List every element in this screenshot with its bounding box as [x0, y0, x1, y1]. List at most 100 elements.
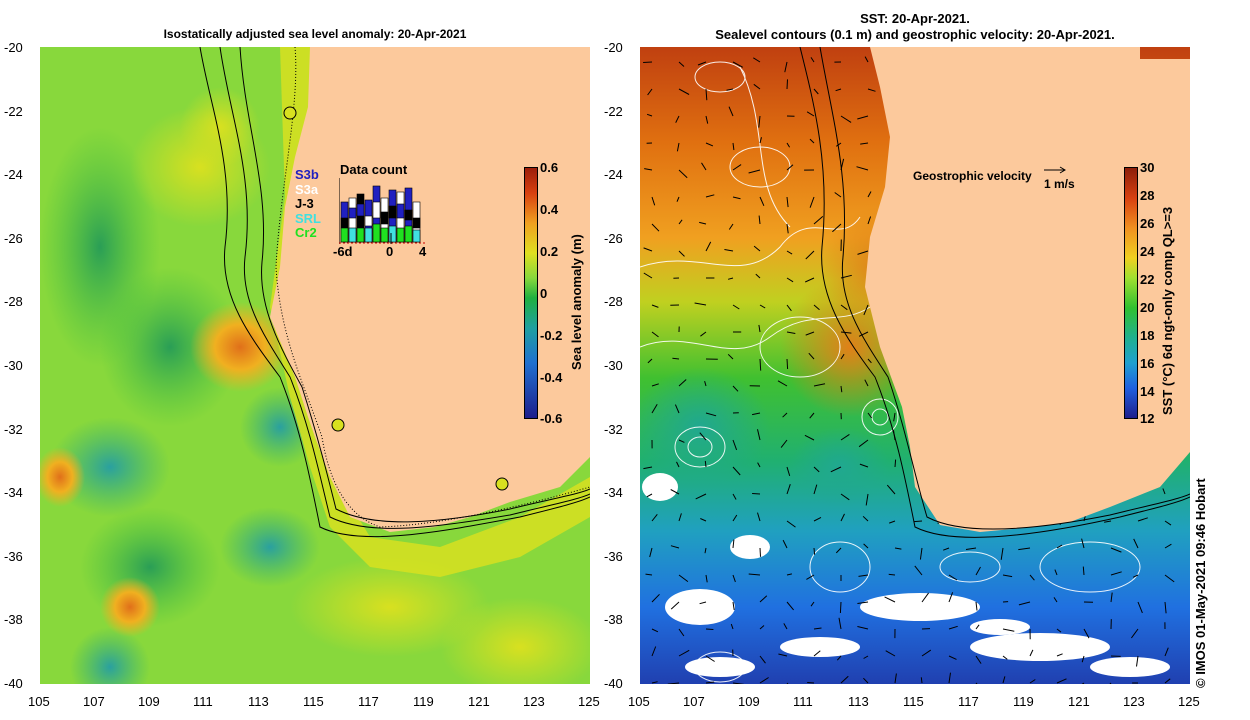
velocity-arrow [705, 412, 717, 417]
velocity-arrow [948, 592, 954, 603]
velocity-arrow [699, 221, 707, 225]
velocity-arrow [1110, 571, 1122, 576]
data-count-bars [339, 178, 427, 244]
right-y-tick-4: -28 [604, 294, 623, 309]
velocity-arrow [786, 277, 794, 283]
velocity-arrow [782, 539, 788, 549]
right-x-tick-4: 113 [848, 694, 869, 709]
left-x-tick-1: 107 [83, 694, 105, 709]
velocity-arrow [732, 439, 738, 451]
velocity-arrow [858, 574, 869, 577]
velocity-arrow [676, 461, 680, 468]
velocity-arrow [780, 439, 788, 448]
velocity-arrow [727, 277, 734, 280]
velocity-arrow [700, 518, 707, 522]
velocity-arrow [810, 57, 815, 63]
velocity-arrow [784, 61, 788, 73]
velocity-arrow [1110, 547, 1122, 553]
velocity-arrow [838, 617, 842, 630]
velocity-arrow [885, 650, 896, 657]
velocity-arrow [783, 623, 788, 630]
velocity-arrow [646, 493, 653, 498]
velocity-arrow [667, 682, 680, 684]
velocity-arrow [732, 601, 735, 610]
velocity-arrow [888, 573, 896, 576]
satellite-srl: SRL [295, 210, 321, 226]
velocity-arrow [678, 628, 685, 637]
velocity-arrow [672, 357, 680, 360]
velocity-arrow [856, 166, 869, 171]
sst-field [640, 47, 1190, 684]
velocity-arrow [864, 56, 869, 63]
left-x-tick-0: 105 [28, 694, 50, 709]
velocity-arrow [840, 353, 845, 360]
velocity-arrow [840, 675, 849, 684]
velocity-arrow [948, 625, 958, 630]
sst-tick-5: 20 [1140, 300, 1155, 315]
velocity-arrow [732, 164, 742, 171]
velocity-arrow [759, 358, 762, 371]
right-y-tick-7: -34 [604, 485, 623, 500]
left-x-tick-8: 121 [468, 694, 490, 709]
velocity-scale-arrow [1044, 166, 1066, 174]
velocity-arrow [701, 162, 707, 171]
velocity-arrow [943, 547, 950, 551]
velocity-arrow [1054, 569, 1058, 576]
sla-tick-6: -0.6 [540, 411, 563, 426]
velocity-arrow [643, 247, 653, 252]
velocity-arrow [813, 650, 821, 657]
velocity-arrow [786, 573, 793, 576]
sla-colorbar-label: Sea level anomaly (m) [569, 234, 584, 370]
sla-tick-3: 0 [540, 286, 548, 301]
right-y-tick-1: -22 [604, 104, 623, 119]
velocity-arrow [836, 655, 842, 661]
velocity-arrow [857, 626, 869, 630]
velocity-arrow [651, 304, 659, 308]
velocity-arrow [786, 250, 793, 255]
velocity-arrow [786, 484, 791, 495]
velocity-arrow [863, 677, 869, 684]
velocity-arrow [732, 61, 744, 68]
velocity-arrow [1136, 655, 1139, 667]
velocity-arrow [884, 596, 896, 603]
velocity-arrow [809, 412, 815, 419]
velocity-arrow [1083, 628, 1090, 639]
right-x-tick-9: 123 [1123, 694, 1145, 709]
velocity-arrow [705, 142, 714, 147]
velocity-arrow [1164, 520, 1172, 526]
left-x-tick-5: 115 [303, 694, 324, 709]
velocity-arrow [1029, 679, 1036, 684]
velocity-arrow [753, 83, 761, 90]
left-x-tick-10: 125 [578, 694, 600, 709]
velocity-arrow [758, 324, 761, 333]
right-x-axis: 105 107 109 111 113 115 117 119 121 123 … [628, 694, 1208, 714]
velocity-arrow [759, 677, 769, 684]
velocity-arrow [704, 547, 707, 554]
velocity-arrow [786, 164, 794, 171]
velocity-arrow [1082, 566, 1085, 576]
velocity-arrow [705, 628, 714, 630]
velocity-arrow [724, 249, 734, 252]
satellite-s3a: S3a [295, 181, 319, 197]
sla-colorbar-ticks: 0.6 0.4 0.2 0 -0.2 -0.4 -0.6 [540, 160, 580, 430]
velocity-arrow [651, 681, 658, 684]
left-x-tick-7: 119 [413, 694, 434, 709]
velocity-arrow [1164, 678, 1171, 684]
velocity-arrow [1081, 682, 1085, 684]
velocity-arrow [810, 601, 815, 607]
velocity-arrow [840, 331, 852, 334]
right-x-tick-2: 109 [738, 694, 760, 709]
velocity-arrow [759, 137, 762, 144]
velocity-arrow [748, 169, 761, 174]
velocity-arrow [786, 79, 788, 90]
velocity-arrow [705, 241, 712, 252]
velocity-arrow [678, 61, 685, 67]
velocity-arrow [786, 520, 796, 528]
right-y-tick-10: -40 [604, 676, 623, 691]
velocity-arrow [1164, 574, 1175, 583]
sla-tick-5: -0.4 [540, 370, 563, 385]
velocity-arrow [758, 215, 761, 225]
velocity-arrow [699, 601, 707, 605]
velocity-arrow [1002, 676, 1006, 684]
velocity-arrow [705, 194, 715, 198]
